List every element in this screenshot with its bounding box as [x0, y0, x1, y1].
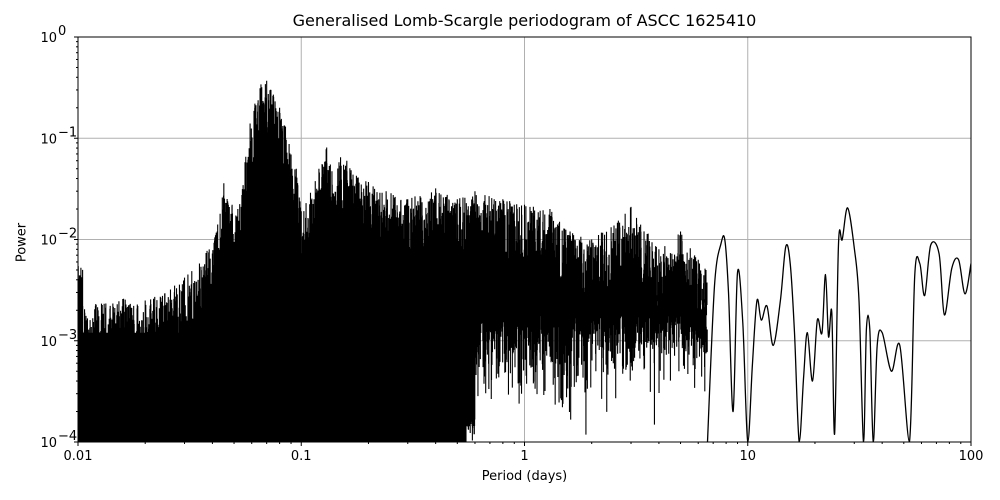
y-tick-exponent: −4	[58, 429, 77, 444]
x-tick-label: 100	[959, 449, 984, 464]
y-tick-label: 10	[40, 234, 57, 249]
x-tick-label: 0.01	[64, 449, 93, 464]
x-tick-label: 1	[520, 449, 528, 464]
y-tick-label: 10	[40, 335, 57, 350]
y-tick-label: 10	[40, 132, 57, 147]
x-axis-label: Period (days)	[481, 469, 568, 484]
y-tick-label: 10	[40, 436, 57, 451]
periodogram-long-period-curve	[706, 207, 971, 442]
periodogram-series	[78, 80, 971, 442]
y-tick-exponent: −3	[58, 328, 77, 343]
dense-noise-fill	[78, 332, 467, 442]
x-tick-label: 10	[739, 449, 756, 464]
y-tick-exponent: −1	[58, 125, 77, 140]
chart-title: Generalised Lomb-Scargle periodogram of …	[292, 11, 757, 30]
y-tick-label: 10	[40, 31, 57, 46]
x-tick-label: 0.1	[291, 449, 312, 464]
y-tick-exponent: −2	[58, 227, 77, 242]
y-tick-exponent: 0	[58, 24, 66, 39]
